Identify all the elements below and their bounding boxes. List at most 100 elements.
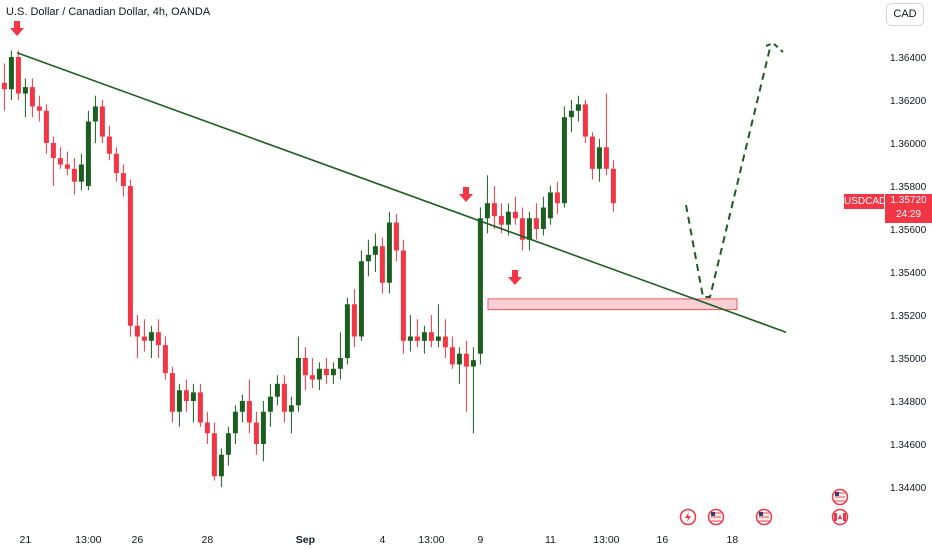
candle — [596, 138, 602, 182]
candle-body — [57, 158, 63, 165]
candle — [36, 95, 42, 122]
candle — [246, 379, 252, 434]
candle — [407, 315, 413, 352]
price-tick-label: 1.36400 — [890, 53, 927, 64]
candle — [309, 358, 315, 389]
candle-body — [512, 211, 518, 219]
candle — [316, 362, 322, 391]
candle — [435, 304, 441, 348]
candle — [78, 153, 84, 191]
time-tick-label: 26 — [132, 534, 144, 546]
candle-body — [358, 261, 364, 337]
price-tick-label: 1.34400 — [890, 483, 927, 494]
candle — [127, 179, 133, 337]
candle — [568, 100, 574, 133]
candle-body — [295, 358, 301, 406]
candle — [337, 332, 343, 380]
candle — [561, 106, 567, 208]
candle — [85, 110, 91, 191]
candle — [540, 196, 546, 236]
projection-path — [685, 47, 771, 298]
candle — [414, 319, 420, 348]
candle-body — [547, 192, 553, 219]
candle — [449, 336, 455, 369]
candle — [428, 315, 434, 348]
candle — [113, 147, 119, 182]
candle-body — [428, 332, 434, 341]
candle-body — [169, 373, 175, 412]
candle-body — [78, 164, 84, 182]
projection-arrowhead — [765, 41, 784, 53]
time-tick-label: 13:00 — [418, 534, 444, 546]
candle-body — [113, 153, 119, 174]
candle-body — [260, 411, 266, 444]
candle-body — [505, 211, 511, 225]
price-tick-label: 1.36000 — [890, 139, 927, 150]
candle — [92, 95, 98, 143]
candle-body — [274, 383, 280, 397]
candle — [169, 366, 175, 423]
flag-canton — [711, 512, 715, 516]
candle — [344, 297, 350, 365]
candle — [554, 181, 560, 214]
candle — [295, 336, 301, 412]
candle — [218, 448, 224, 487]
candle-body — [176, 390, 182, 412]
candle-body — [498, 216, 504, 225]
candle-body — [561, 117, 567, 204]
candle — [533, 203, 539, 240]
price-tick-label: 1.36200 — [890, 96, 927, 107]
time-tick-label: 21 — [20, 534, 32, 546]
us-flag-icon — [831, 488, 849, 506]
candle — [477, 207, 483, 365]
candle-body — [288, 405, 294, 412]
candle-body — [379, 246, 385, 283]
candle — [148, 325, 154, 358]
currency-button[interactable]: CAD — [886, 3, 924, 26]
candle-body — [372, 246, 378, 255]
candle-body — [337, 358, 343, 369]
price-tick-label: 1.35200 — [890, 311, 927, 322]
candle-body — [463, 353, 469, 367]
candle-body — [554, 192, 560, 204]
candle-body — [190, 392, 196, 401]
candle — [386, 211, 392, 294]
candle — [120, 164, 126, 197]
candle — [421, 325, 427, 354]
candle — [519, 207, 525, 251]
candle — [141, 319, 147, 352]
candle-body — [414, 336, 420, 341]
candle — [393, 213, 399, 262]
candle-body — [540, 207, 546, 229]
candle-body — [449, 347, 455, 365]
candle-body — [183, 390, 189, 401]
candle-body — [393, 222, 399, 251]
time-tick-label: 16 — [657, 534, 669, 546]
candle — [50, 136, 56, 186]
candle-body — [519, 218, 525, 240]
candle-body — [477, 218, 483, 354]
support-zone — [487, 298, 738, 311]
flag-band-right — [843, 513, 846, 521]
candle-body — [407, 336, 413, 341]
candle-body — [43, 110, 49, 143]
candle-body — [267, 396, 273, 412]
candle-body — [8, 57, 14, 90]
symbol-price-label: USDCAD — [844, 194, 887, 209]
candle-body — [575, 104, 581, 111]
candle — [267, 383, 273, 427]
candle-body — [197, 392, 203, 423]
candle — [470, 347, 476, 434]
candle-body — [323, 368, 329, 376]
candle — [526, 211, 532, 251]
time-tick-label: 13:00 — [75, 534, 101, 546]
candle-body — [92, 106, 98, 122]
candle — [610, 160, 616, 212]
candle-body — [15, 57, 21, 94]
trendline — [16, 51, 787, 333]
candle-body — [162, 345, 168, 374]
price-tick-label: 1.34800 — [890, 397, 927, 408]
down-arrow-icon — [10, 21, 24, 36]
candle — [134, 315, 140, 358]
